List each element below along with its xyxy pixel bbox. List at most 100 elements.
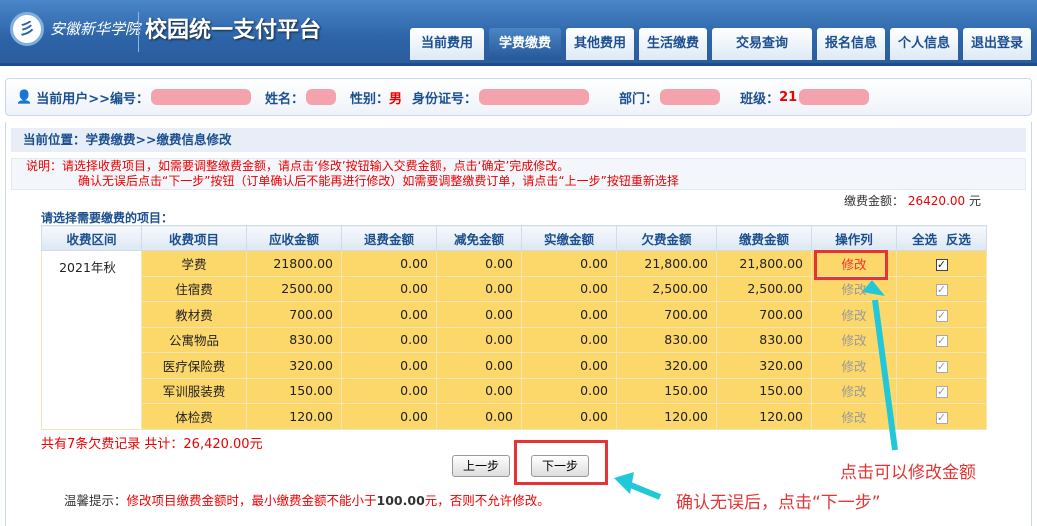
item-cell: 教材费: [141, 301, 247, 328]
term-cell: 2021年秋: [41, 250, 142, 430]
due-cell: 21800.00: [246, 250, 342, 277]
arrow-up-icon: [872, 299, 898, 451]
tip-min-amount: 100.00: [376, 493, 425, 508]
redacted-id-card: [479, 89, 590, 105]
tab-3[interactable]: 生活缴费: [639, 28, 707, 60]
select-all-link[interactable]: 全选: [912, 231, 938, 247]
tab-0[interactable]: 当前费用: [410, 28, 484, 60]
class-label: 班级：: [740, 91, 780, 107]
column-header: 操作列: [811, 225, 897, 251]
highlight-edit-box: [814, 250, 888, 280]
arrow-head-up-icon: [862, 280, 885, 296]
paid-cell: 0.00: [521, 352, 617, 379]
column-header: 缴费金额: [716, 225, 812, 251]
breadcrumb: 当前位置：学费缴费>>缴费信息修改: [11, 128, 1026, 152]
select-checkbox[interactable]: ✓: [935, 257, 948, 271]
gender-value: 男: [389, 91, 403, 107]
amount-label: 缴费金额：: [844, 194, 905, 208]
due-cell: 120.00: [246, 403, 342, 430]
prev-step-button[interactable]: 上一步: [452, 455, 511, 477]
highlight-next-box: [514, 440, 608, 485]
edit-link[interactable]: 修改: [841, 333, 867, 349]
class-value: 21: [779, 89, 798, 105]
owed-cell: 21,800.00: [616, 250, 717, 277]
fee-table: 收费区间 收费项目 应收金额 退费金额 减免金额 实缴金额 欠费金额 缴费金额 操作列 全选 反选…: [41, 225, 987, 430]
item-cell: 学费: [141, 250, 247, 277]
arrow-head-left-icon: [614, 472, 634, 494]
paid-cell: 0.00: [521, 377, 617, 404]
owed-cell: 320.00: [616, 352, 717, 379]
select-checkbox[interactable]: ✓: [935, 308, 948, 322]
nav-tabs: 当前费用 学费缴费 其他费用 生活缴费 交易查询 报名信息 个人信息 退出登录: [410, 28, 1031, 60]
table-row: 医疗保险费 320.00 0.00 0.00 0.00 320.00 320.00 修改 ✓: [42, 352, 987, 379]
item-cell: 体检费: [141, 403, 247, 430]
pay-cell: 2,500.00: [716, 275, 812, 302]
amount-value: 26420.00: [907, 194, 966, 208]
select-checkbox[interactable]: ✓: [935, 359, 948, 373]
tab-1[interactable]: 学费缴费: [489, 28, 561, 60]
edit-link[interactable]: 修改: [841, 256, 867, 272]
next-hint-annotation: 确认无误后，点击“下一步”: [676, 493, 881, 513]
tab-2[interactable]: 其他费用: [566, 28, 634, 60]
arrow-left-icon: [626, 481, 662, 500]
tab-5[interactable]: 报名信息: [817, 28, 885, 60]
paid-cell: 0.00: [521, 403, 617, 430]
pay-cell: 21,800.00: [716, 250, 812, 277]
table-row: 公寓物品 830.00 0.00 0.00 0.00 830.00 830.00 修改 ✓: [42, 326, 987, 353]
edit-link[interactable]: 修改: [841, 409, 867, 425]
instructions: 说明：请选择收费项目，如需要调整缴费金额，请点击‘修改’按钮输入交费金额，点击‘…: [11, 158, 1026, 190]
instructions-line2: 确认无误后点击“下一步”按钮（订单确认后不能再进行修改）如需要调整缴费订单，请点…: [78, 174, 679, 188]
tab-4[interactable]: 交易查询: [712, 28, 812, 60]
waive-cell: 0.00: [436, 403, 522, 430]
user-icon: 👤: [16, 89, 33, 105]
dept-label: 部门：: [619, 91, 659, 107]
table-header: 收费区间 收费项目 应收金额 退费金额 减免金额 实缴金额 欠费金额 缴费金额 操作列 全选 反选: [41, 225, 987, 251]
due-cell: 700.00: [246, 301, 342, 328]
table-row: 军训服装费 150.00 0.00 0.00 0.00 150.00 150.00 修改 ✓: [42, 377, 987, 404]
school-logo-icon: 彡: [10, 12, 44, 46]
select-header: 全选 反选: [896, 225, 987, 251]
due-cell: 320.00: [246, 352, 342, 379]
waive-cell: 0.00: [436, 377, 522, 404]
item-cell: 医疗保险费: [141, 352, 247, 379]
tab-6[interactable]: 个人信息: [890, 28, 958, 60]
invert-select-link[interactable]: 反选: [945, 231, 971, 247]
school-name: 安徽新华学院: [50, 20, 141, 38]
tip-text-end: 元，否则不允许修改。: [424, 493, 550, 508]
main-content: 当前位置：学费缴费>>缴费信息修改 说明：请选择收费项目，如需要调整缴费金额，请…: [5, 122, 1032, 526]
redacted-name: [306, 89, 336, 105]
refund-cell: 0.00: [341, 250, 437, 277]
refund-cell: 0.00: [341, 326, 437, 353]
pay-cell: 320.00: [716, 352, 812, 379]
paid-cell: 0.00: [521, 250, 617, 277]
summary: 共有7条欠费记录 共计：26,420.00元: [41, 437, 263, 452]
refund-cell: 0.00: [341, 352, 437, 379]
pay-cell: 150.00: [716, 377, 812, 404]
column-header: 收费区间: [41, 225, 142, 251]
instructions-line1: 说明：请选择收费项目，如需要调整缴费金额，请点击‘修改’按钮输入交费金额，点击‘…: [26, 159, 570, 173]
select-checkbox[interactable]: ✓: [935, 334, 948, 348]
edit-link[interactable]: 修改: [841, 384, 867, 400]
redacted-dept: [660, 89, 721, 105]
user-info-bar: 👤 当前用户>>编号： 姓名： 性别：男 身份证号： 部门： 班级： 21: [5, 78, 1032, 116]
amount-unit: 元: [968, 194, 981, 208]
item-cell: 住宿费: [141, 275, 247, 302]
tab-7[interactable]: 退出登录: [963, 28, 1031, 60]
tip-text: 修改项目缴费金额时，最小缴费金额不能小于: [126, 493, 377, 508]
edit-link[interactable]: 修改: [841, 307, 867, 323]
select-checkbox[interactable]: ✓: [935, 410, 948, 424]
item-cell: 军训服装费: [141, 377, 247, 404]
divider: [138, 12, 139, 52]
select-checkbox[interactable]: ✓: [935, 385, 948, 399]
redacted-class: [799, 89, 870, 105]
due-cell: 150.00: [246, 377, 342, 404]
edit-link[interactable]: 修改: [841, 358, 867, 374]
owed-cell: 120.00: [616, 403, 717, 430]
gender-label: 性别：: [350, 91, 390, 107]
column-header: 欠费金额: [616, 225, 717, 251]
next-step-button[interactable]: 下一步: [531, 455, 590, 477]
edit-link[interactable]: 修改: [841, 282, 867, 298]
name-label: 姓名：: [264, 91, 304, 107]
select-checkbox[interactable]: ✓: [935, 283, 948, 297]
